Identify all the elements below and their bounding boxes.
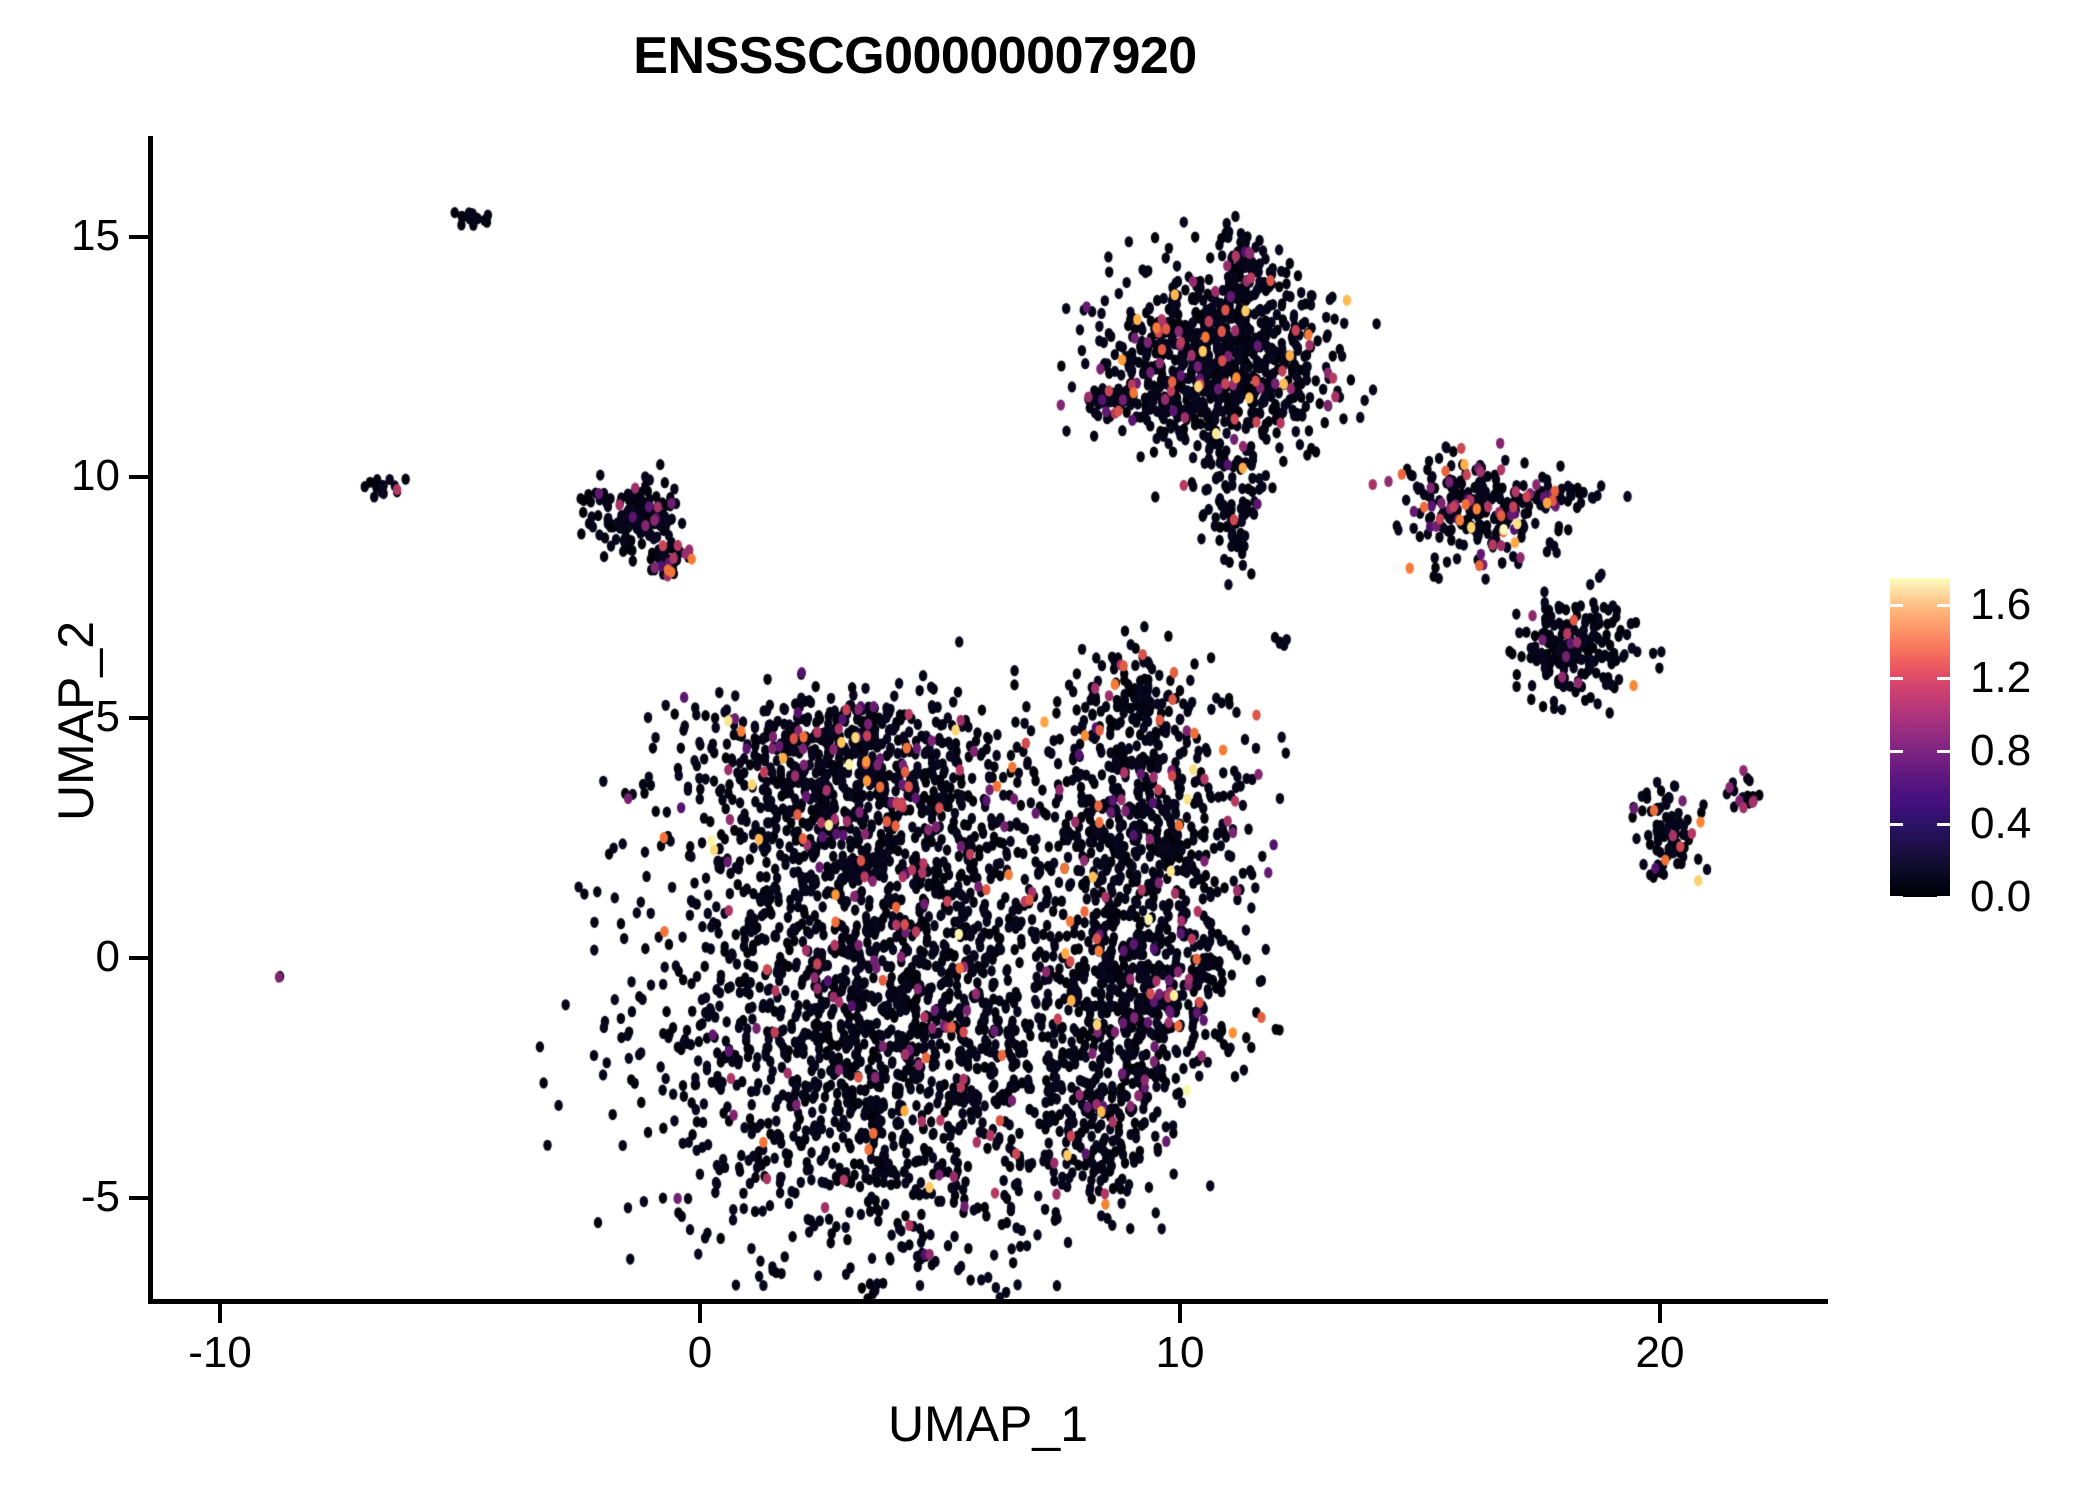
y-tick-10 [129, 475, 148, 480]
y-tick-5 [129, 715, 148, 720]
y-ticklabel-15: 15 [71, 210, 120, 260]
x-tick--10 [218, 1304, 222, 1323]
x-tick-0 [698, 1304, 702, 1323]
colorbar-tick-0.8 [1890, 750, 1903, 754]
x-ticklabel--10: -10 [188, 1328, 252, 1377]
colorbar-label-0.4: 0.4 [1970, 799, 2032, 849]
colorbar-tick-0.8 [1937, 750, 1950, 754]
x-axis-title: UMAP_1 [887, 1396, 1089, 1452]
x-axis-line [148, 1299, 1828, 1304]
colorbar-tick-0.4 [1890, 823, 1903, 827]
plot-panel [129, 136, 1828, 1323]
colorbar-tick-0.0 [1890, 896, 1903, 899]
colorbar-tick-1.6 [1890, 604, 1903, 608]
y-axis-title: UMAP_2 [48, 620, 104, 822]
x-ticklabel-0: 0 [687, 1328, 713, 1377]
x-tick-10 [1178, 1304, 1182, 1323]
y-tick--5 [129, 1196, 148, 1201]
scatter-canvas [148, 136, 1828, 1304]
y-tick-0 [129, 955, 148, 960]
colorbar-legend: 0.0 0.4 0.8 1.2 1.6 [1890, 578, 2090, 921]
page-title: ENSSSCG00000007920 [633, 27, 1197, 85]
y-ticklabel-0: 0 [95, 931, 120, 981]
colorbar-tick-0.4 [1937, 823, 1950, 827]
colorbar-tick-1.6 [1937, 604, 1950, 608]
colorbar-gradient [1890, 578, 1950, 897]
colorbar-label-0.8: 0.8 [1970, 726, 2032, 776]
colorbar-tick-1.2 [1937, 677, 1950, 681]
y-ticklabel--5: -5 [80, 1172, 120, 1222]
x-tick-20 [1658, 1304, 1662, 1323]
colorbar-label-1.2: 1.2 [1970, 653, 2032, 703]
colorbar-label-1.6: 1.6 [1970, 580, 2032, 630]
y-ticklabel-10: 10 [71, 451, 120, 501]
colorbar-label-0.0: 0.0 [1970, 872, 2032, 921]
x-ticklabel-10: 10 [1155, 1328, 1205, 1377]
y-tick-15 [129, 234, 148, 239]
colorbar-tick-1.2 [1890, 677, 1903, 681]
x-ticklabel-20: 20 [1635, 1328, 1685, 1377]
y-axis-line [148, 136, 153, 1304]
colorbar-tick-0.0 [1937, 896, 1950, 899]
y-ticklabel-5: 5 [95, 691, 120, 741]
